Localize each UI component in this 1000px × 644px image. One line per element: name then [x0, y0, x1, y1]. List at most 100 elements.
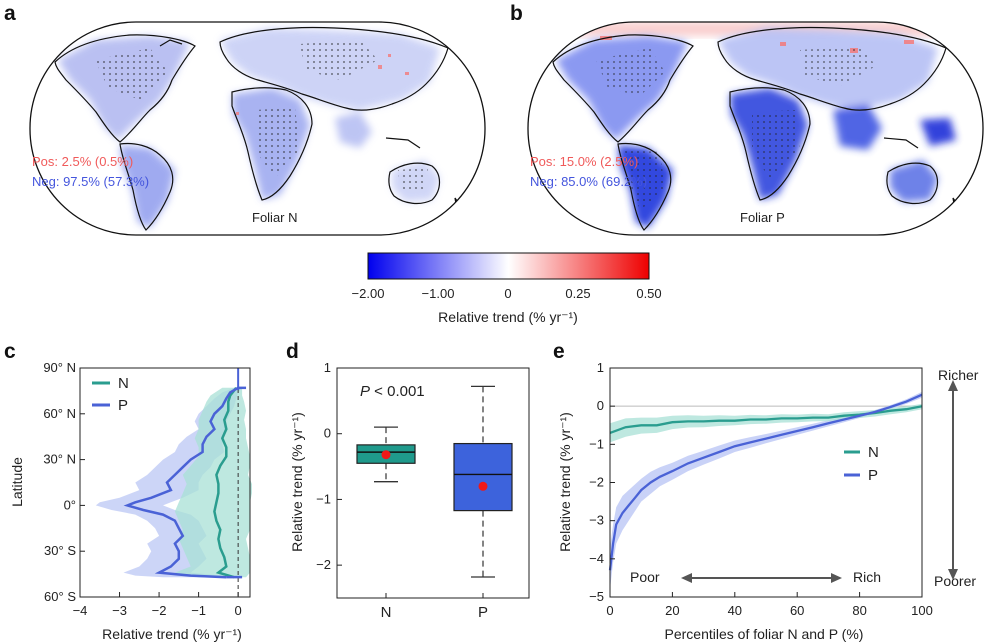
map-frame — [29, 21, 486, 236]
chart-c-plot — [95, 368, 252, 597]
x-tick-label: −3 — [112, 603, 127, 618]
annotation-poorer: Poorer — [934, 573, 976, 589]
series-line-n — [213, 387, 238, 579]
panel-label-c: c — [4, 340, 16, 363]
series-line-p — [608, 393, 923, 571]
x-tick-label: N — [381, 604, 392, 621]
chart-c-y-ticks: 90° N 60° N 30° N 0° 30° S 60° S — [43, 360, 85, 604]
chart-e-ylabel: Relative trend (% yr⁻¹) — [557, 412, 573, 552]
y-tick-label: 60° N — [43, 406, 76, 421]
coastlines — [54, 26, 463, 231]
map-frame — [527, 21, 984, 236]
panel-a: a — [4, 2, 486, 236]
y-tick-label: −5 — [589, 589, 604, 604]
panel-c: c 90° N60° N30° N0°30° S60° S −4 −3 −2 −1 0 … — [4, 340, 252, 642]
panel-b: b — [510, 2, 984, 236]
chart-c-xlabel: Relative trend (% yr⁻¹) — [102, 626, 242, 642]
y-tick-label: 90° N — [43, 360, 76, 375]
legend-label-p: P — [868, 467, 878, 484]
map-title-a: Foliar N — [252, 210, 298, 225]
annotation-richer: Richer — [938, 367, 979, 383]
x-tick-label: 100 — [911, 603, 933, 618]
colorbar-tick: 0 — [504, 286, 511, 301]
chart-c-x-ticks: −4 −3 −2 −1 0 — [73, 592, 242, 618]
chart-d-plot — [356, 385, 513, 578]
y-tick-label: −3 — [589, 513, 604, 528]
y-tick-label: 30° N — [43, 452, 76, 467]
y-tick-label: −1 — [316, 491, 331, 506]
world-map-foliar-p — [528, 22, 983, 231]
chart-d-ylabel: Relative trend (% yr⁻¹) — [289, 412, 305, 552]
y-tick-label: 0 — [324, 426, 331, 441]
colorbar-tick: −1.00 — [422, 286, 455, 301]
chart-d-y-ticks: 1 0 −1 −2 — [316, 360, 342, 572]
x-tick-label: −4 — [73, 603, 88, 618]
y-tick-label: 1 — [324, 360, 331, 375]
colorbar: −2.00 −1.00 0 0.25 0.50 Relative trend (… — [352, 252, 662, 325]
arrow-head-down — [948, 569, 958, 580]
colorbar-tick: −2.00 — [352, 286, 385, 301]
mean-dot-n — [381, 450, 391, 460]
y-tick-label: 60° S — [44, 589, 76, 604]
x-tick-label: 20 — [665, 603, 679, 618]
x-tick-label: P — [478, 604, 488, 621]
annotation-poor: Poor — [630, 569, 660, 585]
y-tick-label: 0° — [64, 497, 76, 512]
annotation-rich: Rich — [853, 569, 881, 585]
chart-e-y-ticks: 1 0 −1 −2 −3 −4 −5 — [589, 360, 615, 604]
arrow-head-up — [948, 380, 958, 391]
band-n — [174, 387, 252, 578]
x-tick-label: 40 — [728, 603, 742, 618]
coastlines — [552, 26, 961, 231]
legend-label-p: P — [118, 397, 128, 414]
panel-e: e 1 0 −1 −2 −3 −4 −5 0 20 40 60 80 100 Relative tre… — [553, 340, 979, 642]
neg-percentage-a: Neg: 97.5% (57.3%) — [32, 174, 149, 189]
chart-e-xlabel: Percentiles of foliar N and P (%) — [665, 626, 864, 642]
chart-e-x-ticks: 0 20 40 60 80 100 — [606, 592, 933, 618]
band-n — [610, 403, 922, 443]
chart-c-ylabel: Latitude — [9, 457, 25, 507]
panel-label-b: b — [510, 2, 523, 25]
chart-d-frame — [336, 367, 530, 599]
x-tick-label: −1 — [191, 603, 206, 618]
neg-percentage-b: Neg: 85.0% (69.2%) — [530, 174, 647, 189]
x-tick-label: 0 — [606, 603, 613, 618]
box-p — [453, 442, 513, 512]
arrow-head-left — [681, 573, 692, 583]
chart-e-legend: N P — [844, 444, 879, 484]
legend-label-n: N — [118, 375, 129, 392]
y-tick-label: 0 — [597, 398, 604, 413]
panel-label-d: d — [286, 340, 299, 363]
legend-label-n: N — [868, 444, 879, 461]
colorbar-tick: 0.25 — [565, 286, 590, 301]
chart-e-plot — [608, 391, 923, 590]
arrow-head-right — [831, 573, 842, 583]
colorbar-gradient — [367, 252, 650, 280]
map-title-b: Foliar P — [740, 210, 785, 225]
world-map-foliar-n — [54, 26, 463, 231]
panel-label-a: a — [4, 2, 16, 25]
pos-percentage-b: Pos: 15.0% (2.5%) — [530, 154, 638, 169]
y-tick-label: −2 — [589, 475, 604, 490]
chart-d-annotation: P < 0.001 — [360, 383, 425, 400]
panel-label-e: e — [553, 340, 565, 363]
colorbar-label: Relative trend (% yr⁻¹) — [438, 309, 578, 325]
y-tick-label: −2 — [316, 557, 331, 572]
x-tick-label: 60 — [790, 603, 804, 618]
y-tick-label: 1 — [597, 360, 604, 375]
colorbar-tick: 0.50 — [636, 286, 661, 301]
mean-dot-p — [478, 481, 488, 491]
x-tick-label: −2 — [152, 603, 167, 618]
y-tick-label: −1 — [589, 436, 604, 451]
pos-percentage-a: Pos: 2.5% (0.5%) — [32, 154, 133, 169]
x-tick-label: 80 — [852, 603, 866, 618]
chart-c-frame — [79, 367, 251, 598]
chart-c-legend: N P — [92, 375, 129, 414]
series-line-p — [123, 386, 239, 579]
y-tick-label: 30° S — [44, 543, 76, 558]
y-tick-label: −4 — [589, 551, 604, 566]
x-tick-label: 0 — [235, 603, 242, 618]
